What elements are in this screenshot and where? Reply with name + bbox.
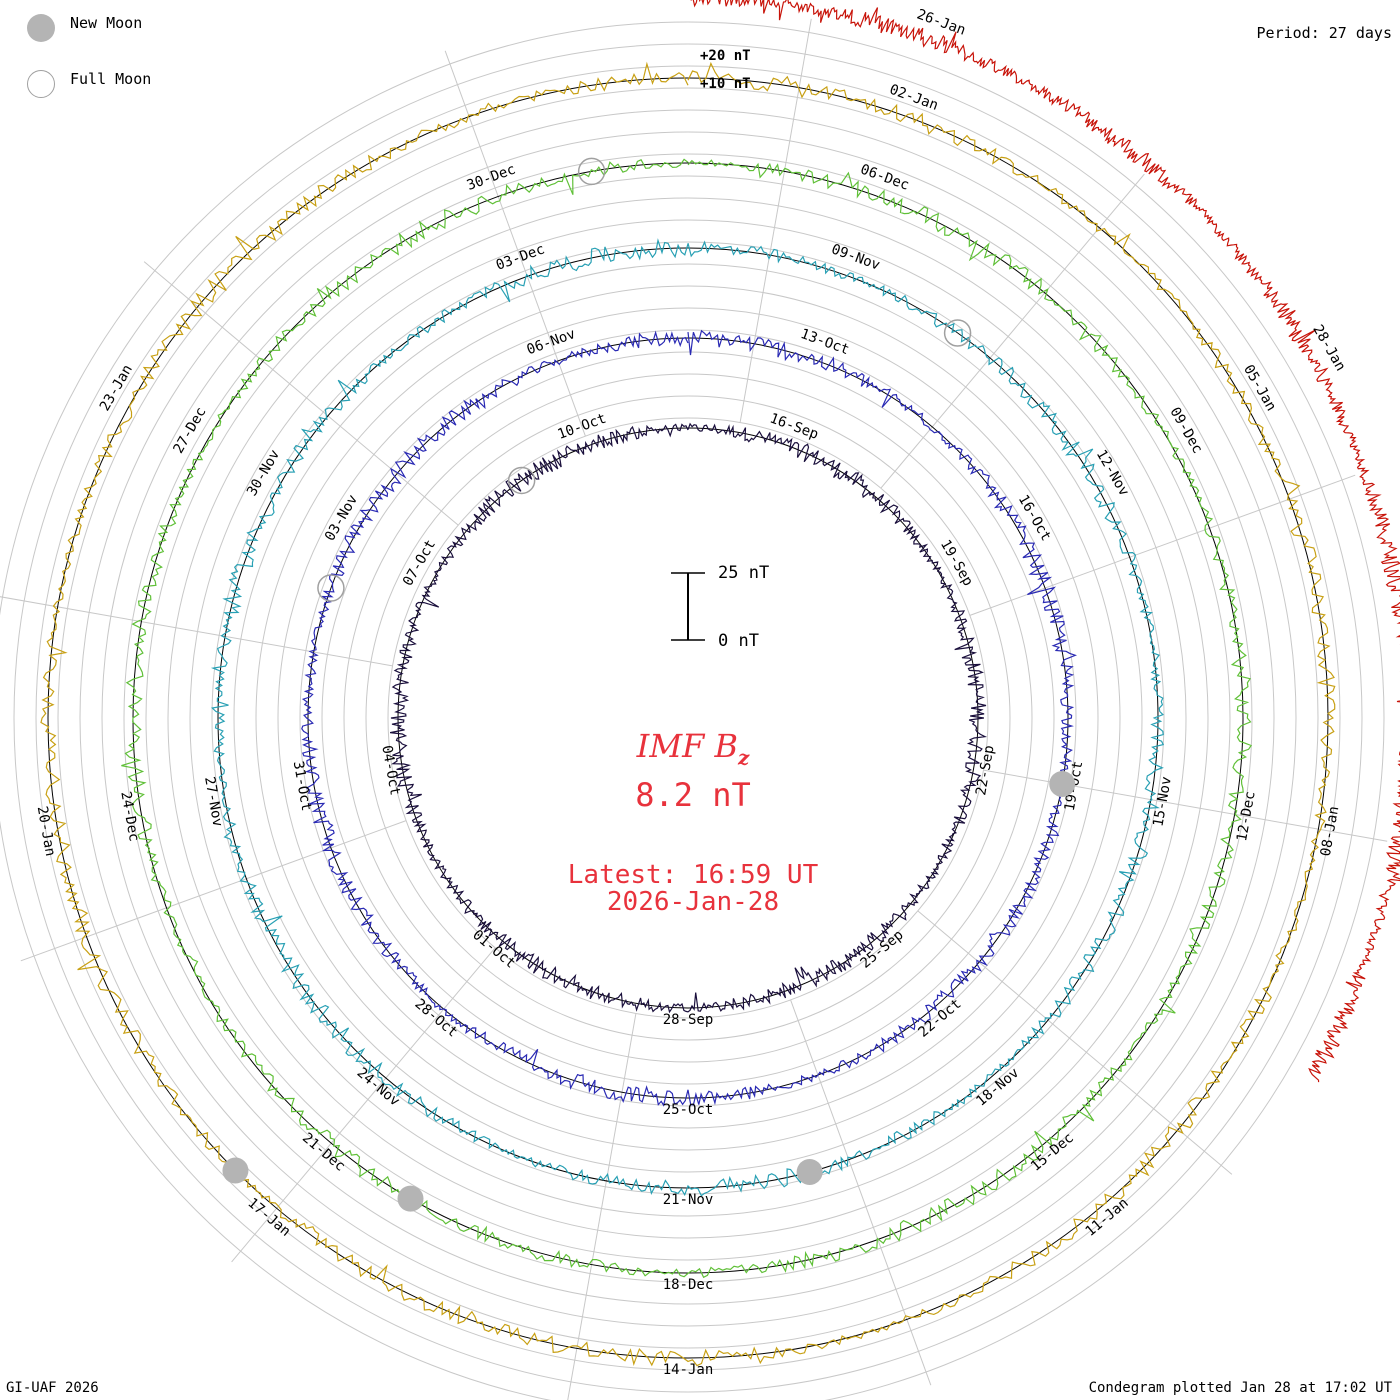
grid-ring bbox=[101, 131, 1275, 1305]
grid-spoke bbox=[143, 261, 459, 526]
grid-spoke bbox=[231, 947, 496, 1263]
grid-ring bbox=[299, 329, 1077, 1107]
scale-bar-bottom-label: 0 nT bbox=[718, 631, 759, 651]
grid-ring bbox=[365, 395, 1011, 1041]
new-moon-marker bbox=[222, 1157, 249, 1184]
latest-date: 2026-Jan-28 bbox=[606, 887, 780, 917]
grid-ring bbox=[13, 43, 1363, 1393]
parameter-title: IMF Bz bbox=[0, 727, 1386, 769]
date-label: 18-Dec bbox=[663, 1277, 714, 1293]
bz-trace-series-1 bbox=[389, 422, 988, 1014]
moon-phase-markers bbox=[222, 157, 1076, 1212]
date-label: 02-Jan bbox=[887, 82, 940, 114]
new-moon-icon bbox=[27, 14, 55, 42]
new-moon-marker bbox=[397, 1185, 424, 1212]
latest-time: Latest: 16:59 UT bbox=[567, 860, 819, 890]
full-moon-marker bbox=[577, 157, 606, 186]
bz-trace-series-2 bbox=[301, 329, 1078, 1107]
grid-ring bbox=[145, 175, 1231, 1261]
zero-baseline-ring bbox=[47, 77, 1329, 1359]
grid-ring bbox=[233, 263, 1143, 1173]
grid-spoke bbox=[790, 999, 932, 1386]
date-label: 10-Oct bbox=[555, 411, 608, 443]
grid-ring bbox=[343, 373, 1033, 1063]
bz-traces bbox=[40, 0, 1400, 1367]
scale-bar-top-label: 25 nT bbox=[718, 563, 770, 583]
footer-credit: GI-UAF 2026 bbox=[6, 1380, 99, 1396]
bz-trace-series-4 bbox=[121, 158, 1253, 1279]
grid-ring bbox=[0, 21, 1385, 1400]
grid-ring bbox=[255, 285, 1121, 1151]
full-moon-marker bbox=[317, 574, 345, 602]
ring-scale-base: +10 nT bbox=[700, 76, 751, 92]
full-moon-marker bbox=[507, 466, 536, 495]
zero-baseline-ring bbox=[307, 337, 1069, 1099]
grid-spoke bbox=[567, 1013, 637, 1400]
bz-trace-series-3 bbox=[210, 238, 1165, 1197]
date-label: 27-Dec bbox=[170, 405, 209, 457]
grid-ring bbox=[57, 87, 1319, 1349]
grid-spoke bbox=[880, 173, 1145, 489]
date-label: 28-Jan bbox=[1309, 322, 1348, 374]
new-moon-marker bbox=[796, 1158, 823, 1185]
grid-ring bbox=[123, 153, 1253, 1283]
new-moon-label: New Moon bbox=[70, 14, 143, 32]
date-label: 21-Nov bbox=[663, 1192, 714, 1208]
grid-ring bbox=[35, 65, 1341, 1371]
grid-ring bbox=[189, 219, 1187, 1217]
grid-ring bbox=[167, 197, 1209, 1239]
date-label: 12-Nov bbox=[1093, 447, 1132, 499]
grid-spoke bbox=[20, 820, 407, 962]
full-moon-label: Full Moon bbox=[70, 70, 152, 88]
parameter-title-main: IMF B bbox=[636, 727, 738, 765]
grid-spoke bbox=[0, 596, 393, 667]
bz-trace-series-5 bbox=[40, 61, 1336, 1367]
date-label: 25-Oct bbox=[663, 1102, 714, 1118]
date-label: 14-Jan bbox=[663, 1362, 714, 1378]
full-moon-marker bbox=[943, 319, 972, 347]
grid-spoke bbox=[444, 50, 586, 437]
zero-baseline-ring bbox=[217, 247, 1159, 1189]
date-label: 09-Nov bbox=[829, 241, 882, 273]
date-label: 09-Dec bbox=[1166, 405, 1205, 457]
period-label: Period: 27 days bbox=[1256, 24, 1392, 42]
ring-scale-top: +20 nT bbox=[700, 48, 751, 64]
bz-trace-series-6 bbox=[690, 0, 1400, 1083]
parameter-title-sub: z bbox=[737, 745, 750, 770]
date-label: 30-Nov bbox=[244, 447, 283, 499]
grid-ring bbox=[277, 307, 1099, 1129]
grid-ring bbox=[387, 417, 989, 1019]
grid-spoke bbox=[917, 910, 1233, 1175]
new-moon-marker bbox=[1049, 770, 1076, 797]
date-label: 05-Jan bbox=[1240, 362, 1279, 414]
date-label: 26-Jan bbox=[915, 6, 968, 38]
grid-spoke bbox=[969, 474, 1356, 616]
grid-spoke bbox=[739, 18, 812, 423]
grid-ring bbox=[321, 351, 1055, 1085]
scale-bar bbox=[671, 572, 705, 641]
grid-ring bbox=[79, 109, 1297, 1327]
date-label: 06-Nov bbox=[525, 326, 578, 358]
radial-grid-spokes bbox=[0, 18, 1388, 1400]
date-label: 13-Oct bbox=[798, 326, 851, 358]
grid-ring bbox=[211, 241, 1165, 1195]
current-value: 8.2 nT bbox=[635, 776, 751, 814]
full-moon-icon bbox=[27, 70, 55, 98]
date-label: 28-Sep bbox=[663, 1012, 714, 1028]
date-label: 03-Dec bbox=[494, 241, 547, 273]
footer-plot-time: Condegram plotted Jan 28 at 17:02 UT bbox=[1088, 1380, 1392, 1396]
